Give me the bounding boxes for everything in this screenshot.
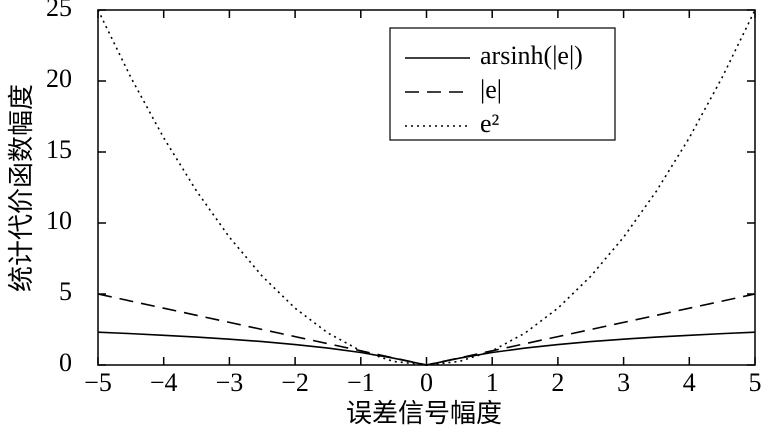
y-tick-label: 20 [46, 64, 72, 93]
y-tick-label: 15 [46, 135, 72, 164]
legend-box [389, 27, 616, 141]
y-axis-label: 统计代价函数幅度 [7, 84, 36, 292]
y-tick-label: 0 [59, 348, 72, 377]
x-tick-label: 4 [683, 368, 696, 397]
y-tick-label: 25 [46, 0, 72, 22]
x-tick-label: 3 [617, 368, 630, 397]
legend-label: |e| [480, 75, 502, 104]
x-tick-label: −5 [84, 368, 112, 397]
x-tick-label: 2 [551, 368, 564, 397]
series-line [97, 9, 756, 366]
legend-label: e² [480, 109, 500, 138]
x-tick-label: 5 [749, 368, 762, 397]
x-tick-label: −1 [347, 368, 375, 397]
series-line [97, 293, 756, 366]
x-tick-label: −2 [281, 368, 309, 397]
x-tick-label: −4 [150, 368, 178, 397]
legend-label: arsinh(|e|) [480, 41, 583, 70]
x-tick-label: 1 [486, 368, 499, 397]
y-tick-label: 5 [59, 277, 72, 306]
x-tick-label: 0 [420, 368, 433, 397]
y-tick-label: 10 [46, 206, 72, 235]
x-tick-label: −3 [216, 368, 244, 397]
x-axis-label: 误差信号幅度 [346, 399, 502, 428]
